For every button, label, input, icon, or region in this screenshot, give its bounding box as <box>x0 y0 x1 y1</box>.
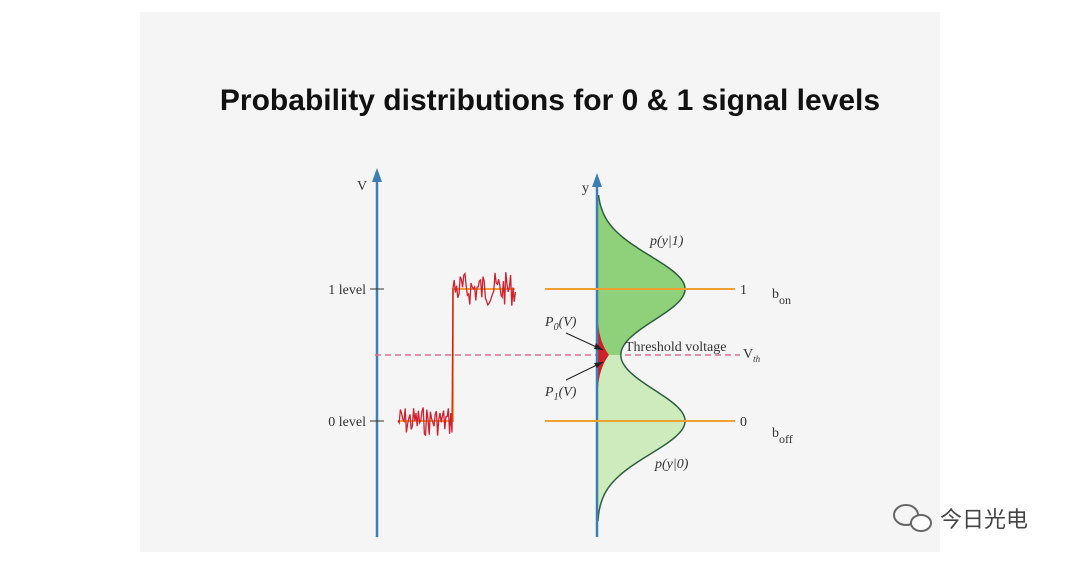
arrow-head <box>594 343 603 350</box>
dist-zero <box>597 355 685 522</box>
p1-sub: 1 <box>554 392 559 403</box>
level-label: 1 level <box>328 283 366 298</box>
p1-base: P <box>544 385 554 400</box>
p1-rest: (V) <box>559 385 577 400</box>
p0-base: P <box>544 315 554 330</box>
noisy-signal <box>397 271 517 437</box>
p0-sub: 0 <box>554 322 559 333</box>
b-on-base: b <box>772 287 779 302</box>
y-axis-label: y <box>582 181 589 196</box>
curve-label: p(y|0) <box>654 457 689 472</box>
v-axis-label: V <box>357 179 367 194</box>
watermark: 今日光电 <box>893 504 1028 533</box>
slide-bg <box>140 12 940 552</box>
b-off-base: b <box>772 426 779 441</box>
watermark-text: 今日光电 <box>940 508 1028 533</box>
title: Probability distributions for 0 & 1 sign… <box>220 84 880 117</box>
p0-rest: (V) <box>559 315 577 330</box>
diagram: V 1 level 0 level y 1 0 p(y|1) p(y|0) bo… <box>328 168 793 537</box>
wm-icon <box>910 514 932 532</box>
vth: Vth <box>743 347 761 364</box>
vth-sub: th <box>753 354 761 364</box>
p0-label: P0(V) <box>544 315 577 333</box>
line-label: 1 <box>740 283 747 298</box>
p1-label: P1(V) <box>544 385 577 403</box>
vth-base: V <box>743 347 753 362</box>
line-label: 0 <box>740 415 747 430</box>
y-axis-arrow <box>592 173 602 187</box>
curve-label: p(y|1) <box>649 234 684 249</box>
arrow-head <box>594 362 603 368</box>
b-on-sub: on <box>779 293 791 307</box>
v-axis-arrow <box>372 168 382 182</box>
b-off-sub: off <box>779 432 793 446</box>
threshold-text: Threshold voltage <box>625 340 726 355</box>
threshold-label: Threshold voltage <box>625 340 726 355</box>
error-region <box>597 318 609 392</box>
b-off: boff <box>772 426 793 446</box>
dist-curve <box>597 194 686 522</box>
level-label: 0 level <box>328 415 366 430</box>
b-on: bon <box>772 287 791 307</box>
